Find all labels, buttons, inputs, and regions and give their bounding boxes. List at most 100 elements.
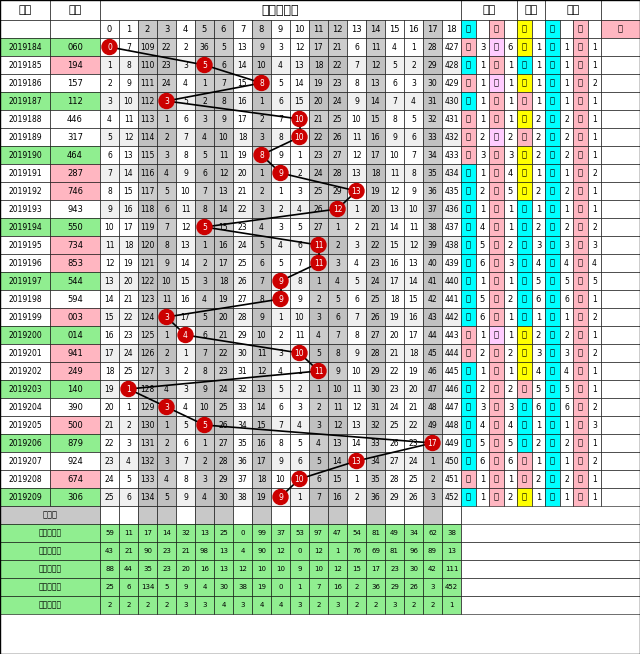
Bar (138, 362, 157, 380)
Text: 1: 1 (508, 277, 513, 286)
Text: 大: 大 (550, 97, 555, 105)
Bar (404, 74, 423, 92)
Text: 大: 大 (550, 222, 555, 232)
Bar (476, 254, 489, 272)
Bar (442, 146, 461, 164)
Bar (461, 272, 476, 290)
Text: 2019198: 2019198 (8, 294, 42, 303)
Text: 90: 90 (257, 548, 266, 554)
Text: 3: 3 (297, 186, 302, 196)
Bar (347, 164, 366, 182)
Text: 4: 4 (240, 548, 244, 554)
Text: 4: 4 (278, 366, 283, 375)
Text: 1: 1 (278, 186, 283, 196)
Bar (347, 434, 366, 452)
Text: 大: 大 (550, 114, 555, 124)
Text: 5: 5 (297, 222, 302, 232)
Text: 大: 大 (522, 294, 527, 303)
Text: 18: 18 (105, 366, 115, 375)
Bar (290, 200, 309, 218)
Text: 2: 2 (508, 385, 513, 394)
Bar (328, 560, 347, 578)
Bar (176, 290, 195, 308)
Bar (366, 92, 385, 110)
Bar (347, 182, 366, 200)
Text: 1: 1 (536, 421, 541, 430)
Text: 6: 6 (335, 313, 340, 322)
Text: 质: 质 (494, 186, 499, 196)
Text: 偶: 偶 (466, 150, 471, 160)
Text: 34: 34 (371, 456, 380, 466)
Bar (504, 128, 517, 146)
Bar (423, 218, 442, 236)
Text: 9: 9 (392, 133, 397, 141)
Text: 128: 128 (140, 385, 155, 394)
Bar (461, 596, 640, 614)
Bar (366, 380, 385, 398)
Bar (347, 74, 366, 92)
Text: 小: 小 (578, 114, 583, 124)
Text: 合: 合 (522, 169, 527, 177)
Text: 35: 35 (237, 438, 248, 447)
Text: 2: 2 (202, 97, 207, 105)
Bar (461, 146, 476, 164)
Circle shape (121, 381, 136, 396)
Text: 5: 5 (564, 277, 569, 286)
Text: 1: 1 (592, 492, 597, 502)
Bar (309, 200, 328, 218)
Bar (423, 578, 442, 596)
Bar (290, 56, 309, 74)
Bar (157, 434, 176, 452)
Text: 3: 3 (564, 241, 569, 249)
Bar (545, 308, 560, 326)
Text: 10: 10 (294, 349, 304, 358)
Bar (309, 128, 328, 146)
Bar (489, 272, 504, 290)
Bar (290, 74, 309, 92)
Text: 2: 2 (564, 222, 569, 232)
Bar (50, 434, 100, 452)
Bar (588, 254, 601, 272)
Bar (328, 128, 347, 146)
Text: 23: 23 (333, 78, 342, 88)
Bar (404, 290, 423, 308)
Text: 2: 2 (126, 602, 131, 608)
Bar (50, 218, 100, 236)
Text: 4: 4 (202, 492, 207, 502)
Bar (100, 506, 119, 524)
Text: 奖号: 奖号 (68, 5, 82, 15)
Bar (309, 146, 328, 164)
Text: 3: 3 (411, 78, 416, 88)
Bar (347, 506, 366, 524)
Bar (489, 56, 504, 74)
Bar (545, 92, 560, 110)
Text: 26: 26 (371, 313, 380, 322)
Bar (423, 128, 442, 146)
Text: 25: 25 (371, 294, 380, 303)
Bar (560, 182, 573, 200)
Text: 12: 12 (333, 566, 342, 572)
Bar (119, 56, 138, 74)
Bar (176, 254, 195, 272)
Bar (366, 452, 385, 470)
Text: 441: 441 (444, 294, 459, 303)
Bar (601, 308, 640, 326)
Bar (532, 164, 545, 182)
Bar (476, 344, 489, 362)
Text: 19: 19 (257, 492, 266, 502)
Bar (489, 308, 504, 326)
Text: 合: 合 (522, 78, 527, 88)
Text: 29: 29 (390, 492, 399, 502)
Bar (176, 470, 195, 488)
Bar (195, 452, 214, 470)
Text: 3: 3 (508, 402, 513, 411)
Text: 20: 20 (409, 385, 419, 394)
Circle shape (197, 417, 212, 432)
Text: 奇: 奇 (466, 313, 471, 322)
Text: 2019195: 2019195 (8, 241, 42, 249)
Text: 3: 3 (164, 97, 169, 105)
Text: 13: 13 (352, 456, 362, 466)
Bar (119, 596, 138, 614)
Bar (532, 398, 545, 416)
Text: 大: 大 (550, 241, 555, 249)
